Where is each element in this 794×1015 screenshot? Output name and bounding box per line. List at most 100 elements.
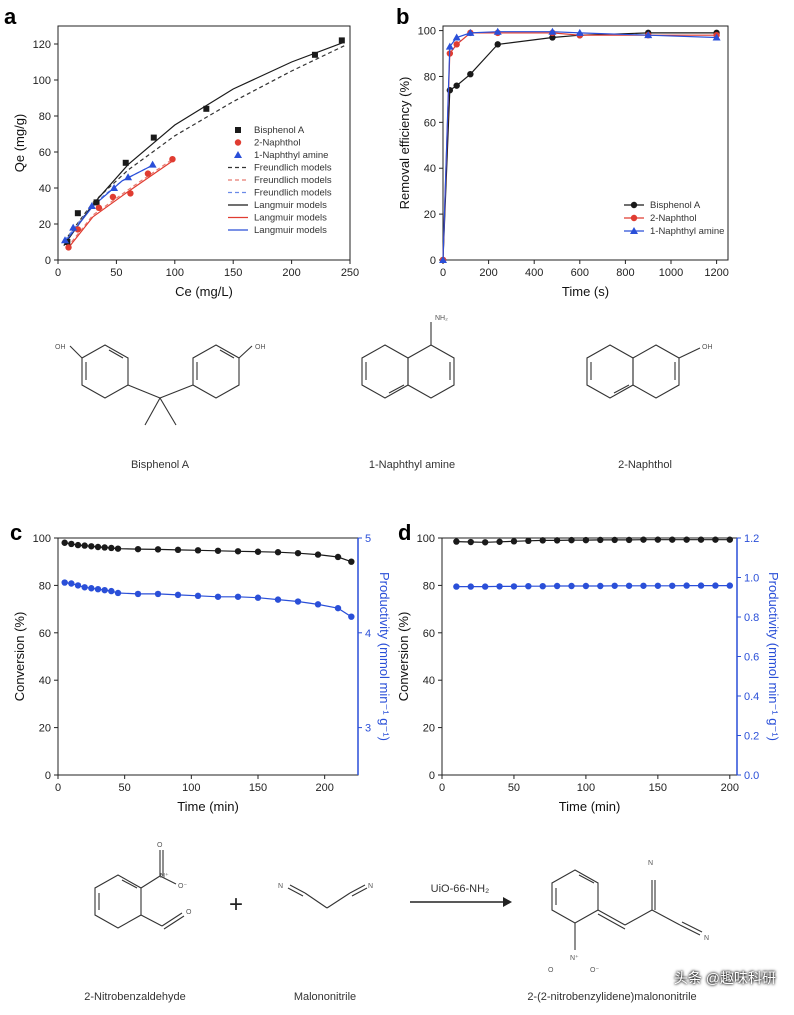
data-point <box>445 42 454 50</box>
y-tick-label: 40 <box>424 163 436 175</box>
panel-c-letter: c <box>10 520 22 545</box>
data-point <box>108 544 115 552</box>
data-point <box>453 538 460 545</box>
data-point <box>654 536 662 543</box>
data-point <box>654 582 662 589</box>
x-tick-label: 0 <box>439 782 445 794</box>
legend-marker <box>630 227 638 234</box>
data-point <box>65 244 72 251</box>
data-point <box>548 27 557 35</box>
y-tick-label: 80 <box>423 580 435 592</box>
x-tick-label: 200 <box>479 267 497 279</box>
data-point <box>254 548 262 555</box>
data-point <box>712 536 719 543</box>
x-tick-label: 150 <box>649 782 667 794</box>
data-point <box>114 589 122 597</box>
data-point <box>214 547 222 554</box>
x-tick-label: 50 <box>119 782 131 794</box>
data-point <box>122 159 129 166</box>
y2-tick-label: 0.6 <box>744 652 759 664</box>
reaction-arrow <box>410 897 512 907</box>
data-point <box>87 202 96 209</box>
y2-axis-label: Productivity (mmol min⁻¹ g⁻¹) <box>766 572 781 741</box>
data-point <box>154 546 162 553</box>
y-tick-label: 100 <box>417 533 435 545</box>
legend-marker <box>234 139 242 146</box>
data-point <box>68 540 75 548</box>
data-point <box>314 551 322 558</box>
data-point <box>144 170 152 177</box>
data-point <box>169 156 176 163</box>
y2-tick-label: 3 <box>365 723 371 735</box>
nitro-o-minus: O⁻ <box>178 883 187 890</box>
x-tick-label: 800 <box>616 267 634 279</box>
nitro-n: N⁺ <box>160 872 169 880</box>
y-tick-label: 40 <box>423 675 435 687</box>
data-point <box>110 184 119 191</box>
data-point <box>348 558 355 565</box>
fit-curve <box>66 160 173 250</box>
y2-tick-label: 1.2 <box>744 533 759 545</box>
data-point <box>510 583 518 590</box>
data-point <box>274 549 282 556</box>
y-axis-label: Conversion (%) <box>12 612 27 702</box>
data-point <box>61 236 70 244</box>
y2-tick-label: 0.4 <box>744 691 759 703</box>
y2-tick-label: 1.0 <box>744 573 759 585</box>
data-point <box>466 28 475 36</box>
data-point <box>568 582 575 590</box>
amine-nh2: NH₂ <box>435 315 448 322</box>
watermark: 头条 @趣味科研 <box>673 970 776 986</box>
data-point <box>294 598 302 605</box>
malononitrile-n-left: N <box>278 883 283 890</box>
data-point <box>553 582 561 590</box>
legend-label: Freundlich models <box>254 163 332 174</box>
data-point <box>493 27 502 35</box>
data-point <box>69 223 78 231</box>
legend-label: Langmuir models <box>254 225 327 236</box>
nitrobenzaldehyde-structure <box>94 850 185 930</box>
data-point <box>553 537 561 544</box>
data-point <box>194 592 202 600</box>
data-point <box>697 582 705 589</box>
data-point <box>127 190 134 197</box>
data-point <box>525 582 532 590</box>
data-point <box>496 583 503 590</box>
data-point <box>510 538 518 545</box>
naphthyl-amine-label: 1-Naphthyl amine <box>369 459 455 471</box>
legend-label: 2-Naphthol <box>254 138 300 149</box>
data-point <box>61 579 68 586</box>
naphthol-oh: OH <box>702 344 713 351</box>
data-point <box>582 582 590 590</box>
data-point <box>683 582 690 589</box>
data-point <box>640 536 647 543</box>
legend-marker <box>234 151 242 158</box>
legend-label: 1-Naphthyl amine <box>254 150 328 161</box>
malononitrile-n-right: N <box>368 883 373 890</box>
y2-tick-label: 0.8 <box>744 612 759 624</box>
data-point <box>203 105 210 112</box>
chart-d-conversion: 0 50 100 150 200 0 20 40 60 80 100 0.0 0.2 0.4 0.6 0.8 1… <box>396 533 781 814</box>
naphthol-label: 2-Naphthol <box>618 459 672 471</box>
y-tick-label: 20 <box>423 723 435 735</box>
data-point <box>214 593 222 600</box>
data-point <box>114 545 122 552</box>
x-tick-label: 100 <box>577 782 595 794</box>
y-tick-label: 80 <box>39 111 51 123</box>
data-point <box>575 28 584 36</box>
y2-tick-label: 5 <box>365 533 371 545</box>
nitrobenzaldehyde-label: 2-Nitrobenzaldehyde <box>84 991 186 1003</box>
data-point <box>150 134 157 141</box>
legend-label: Freundlich models <box>254 188 332 199</box>
data-point <box>334 553 342 561</box>
x-tick-label: 1000 <box>659 267 683 279</box>
data-point <box>148 160 157 168</box>
data-point <box>74 226 82 233</box>
product-nitro-o-minus: O⁻ <box>590 967 599 974</box>
data-point <box>467 583 474 590</box>
x-tick-label: 200 <box>282 267 300 279</box>
data-point <box>467 538 474 546</box>
product-nitro-n: N⁺ <box>570 954 579 962</box>
product-label: 2-(2-nitrobenzylidene)malononitrile <box>527 991 696 1003</box>
